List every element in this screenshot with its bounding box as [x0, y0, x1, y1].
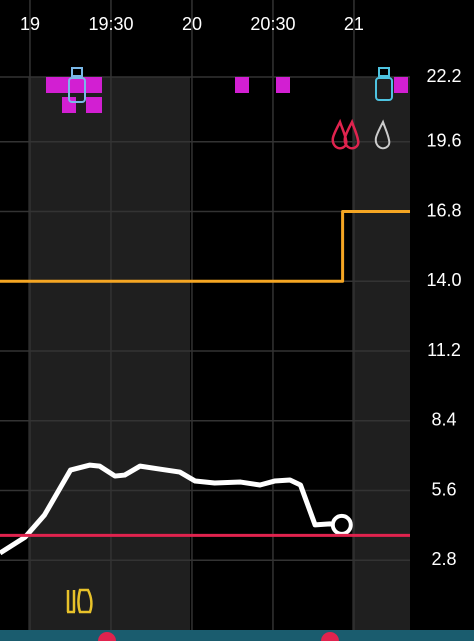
shaded-band — [352, 77, 410, 630]
treatment-markers — [46, 67, 408, 614]
current-point — [330, 513, 353, 536]
y-tick-label: 22.2 — [426, 66, 461, 86]
y-tick-label: 8.4 — [431, 410, 456, 430]
bottle-icon — [71, 67, 83, 77]
indicator — [98, 632, 116, 641]
drop-icon — [374, 119, 391, 150]
meal-icon — [66, 588, 93, 614]
bottom-bar — [0, 630, 474, 641]
drop-icon — [331, 118, 360, 150]
bottle-icon — [68, 77, 86, 103]
y-tick-label: 19.6 — [426, 131, 461, 151]
x-tick-label: 21 — [344, 14, 364, 34]
bottle-icon — [378, 67, 390, 77]
y-tick-label: 11.2 — [427, 340, 461, 360]
y-tick-label: 5.6 — [431, 479, 456, 499]
insulin-marker — [235, 77, 249, 93]
bottle-icon — [375, 77, 393, 101]
series-line — [0, 210, 410, 283]
y-tick-label: 2.8 — [431, 549, 456, 569]
insulin-marker — [46, 77, 60, 93]
insulin-marker — [276, 77, 290, 93]
y-tick-label: 16.8 — [426, 200, 461, 220]
insulin-marker — [86, 97, 102, 113]
insulin-marker — [394, 77, 408, 93]
indicator — [321, 632, 339, 641]
y-tick-label: 14.0 — [426, 270, 461, 290]
plot — [0, 210, 410, 556]
series-line — [0, 462, 343, 556]
x-tick-label: 19:30 — [88, 14, 133, 34]
x-tick-label: 20 — [182, 14, 202, 34]
shaded-band — [28, 77, 190, 630]
x-tick-label: 20:30 — [250, 14, 295, 34]
x-tick-label: 19 — [20, 14, 40, 34]
insulin-marker — [60, 77, 102, 93]
